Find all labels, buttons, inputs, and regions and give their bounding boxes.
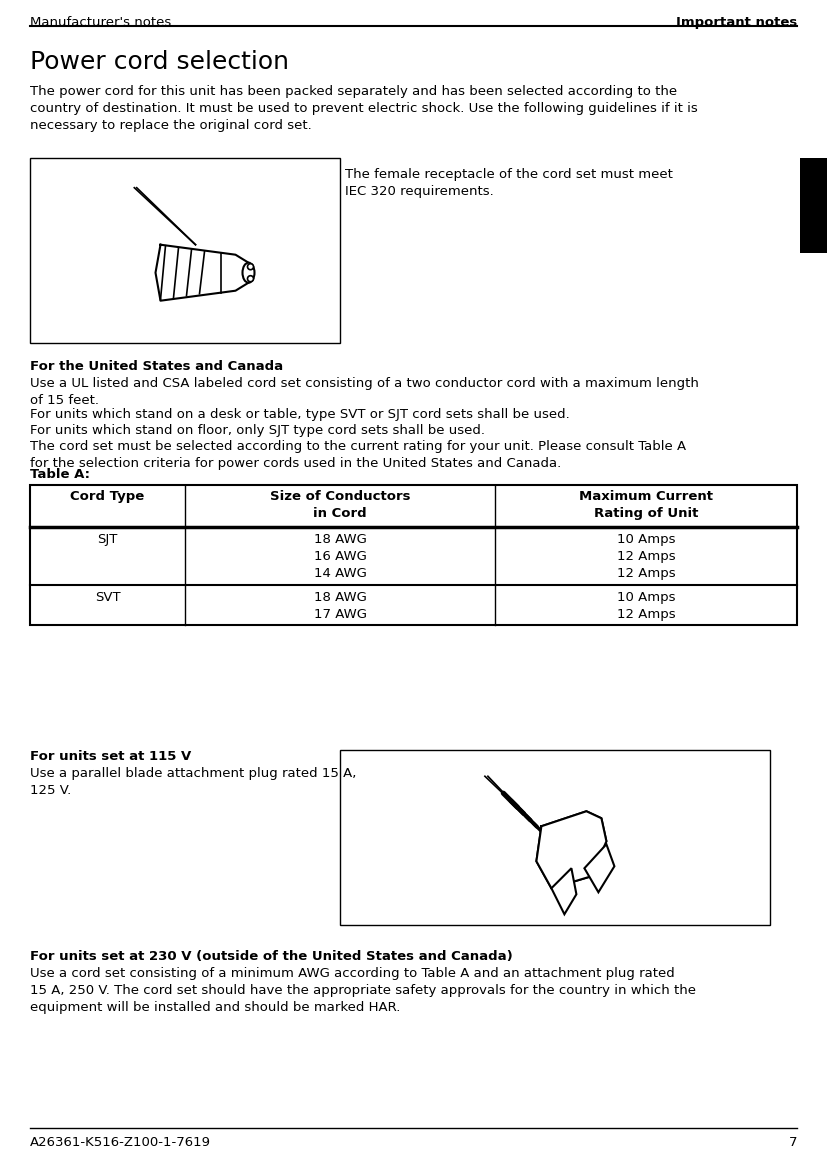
Text: SVT: SVT [94,591,120,604]
Text: Size of Conductors
in Cord: Size of Conductors in Cord [270,490,410,520]
Text: The power cord for this unit has been packed separately and has been selected ac: The power cord for this unit has been pa… [30,85,698,132]
Ellipse shape [247,263,254,270]
Text: Manufacturer's notes: Manufacturer's notes [30,16,171,29]
Ellipse shape [247,276,254,282]
Text: 10 Amps
12 Amps: 10 Amps 12 Amps [617,591,676,621]
Polygon shape [585,844,614,893]
Polygon shape [537,811,606,888]
Bar [800,158,827,253]
Text: Cord Type: Cord Type [70,490,145,502]
Text: For units set at 115 V: For units set at 115 V [30,750,191,763]
Text: Use a cord set consisting of a minimum AWG according to Table A and an attachmen: Use a cord set consisting of a minimum A… [30,967,696,1014]
Bar [30,158,340,343]
Text: Important notes: Important notes [676,16,797,29]
Text: Use a UL listed and CSA labeled cord set consisting of a two conductor cord with: Use a UL listed and CSA labeled cord set… [30,377,699,407]
Text: Power cord selection: Power cord selection [30,50,289,74]
Text: Maximum Current
Rating of Unit: Maximum Current Rating of Unit [579,490,713,520]
Polygon shape [552,869,576,915]
Text: A26361-K516-Z100-1-7619: A26361-K516-Z100-1-7619 [30,1137,211,1149]
Text: For units which stand on a desk or table, type SVT or SJT cord sets shall be use: For units which stand on a desk or table… [30,408,570,422]
Text: SJT: SJT [98,532,117,546]
Ellipse shape [242,262,255,283]
Text: The cord set must be selected according to the current rating for your unit. Ple: The cord set must be selected according … [30,440,686,470]
Text: For units which stand on floor, only SJT type cord sets shall be used.: For units which stand on floor, only SJT… [30,424,485,437]
Text: 7: 7 [788,1137,797,1149]
Text: Use a parallel blade attachment plug rated 15 A,
125 V.: Use a parallel blade attachment plug rat… [30,767,356,797]
Text: For the United States and Canada: For the United States and Canada [30,360,283,373]
Text: Table A:: Table A: [30,468,90,480]
Text: 18 AWG
16 AWG
14 AWG: 18 AWG 16 AWG 14 AWG [313,532,366,580]
Text: 10 Amps
12 Amps
12 Amps: 10 Amps 12 Amps 12 Amps [617,532,676,580]
Text: For units set at 230 V (outside of the United States and Canada): For units set at 230 V (outside of the U… [30,951,513,963]
Bar [30,485,797,625]
Text: The female receptacle of the cord set must meet
IEC 320 requirements.: The female receptacle of the cord set mu… [345,167,673,198]
Text: 18 AWG
17 AWG: 18 AWG 17 AWG [313,591,366,621]
Bar [340,750,770,925]
